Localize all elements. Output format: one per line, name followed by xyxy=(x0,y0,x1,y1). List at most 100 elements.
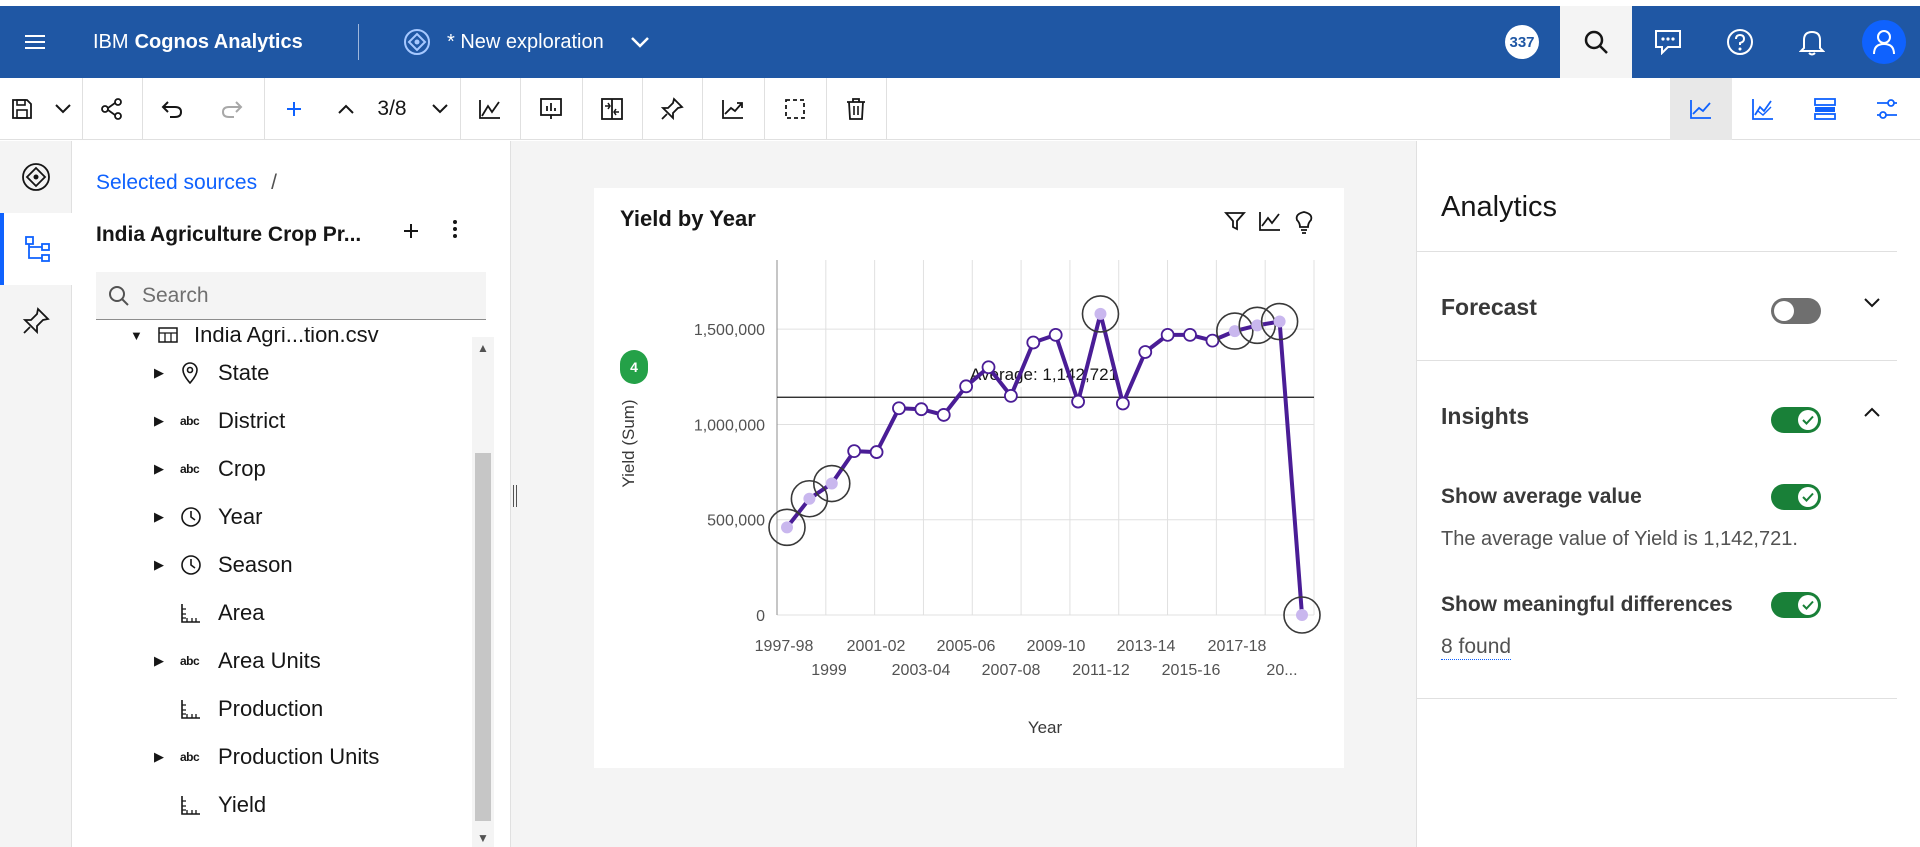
divider xyxy=(1417,251,1897,252)
measure-icon xyxy=(180,602,208,624)
next-card-button[interactable] xyxy=(420,78,460,140)
show-differences-toggle[interactable] xyxy=(1771,592,1821,618)
toggle-knob xyxy=(1798,410,1818,430)
breadcrumb-link-selected-sources[interactable]: Selected sources xyxy=(96,171,258,194)
tree-scrollbar[interactable]: ▲ ▼ xyxy=(472,337,494,847)
panel-resize-handle[interactable] xyxy=(513,485,517,507)
delete-button[interactable] xyxy=(826,78,886,140)
tree-field-yield[interactable]: Yield xyxy=(72,783,472,827)
data-point xyxy=(1183,327,1197,342)
notifications-button[interactable] xyxy=(1776,6,1848,78)
redo-button[interactable] xyxy=(202,78,262,140)
data-source-panel: Selected sources / India Agriculture Crop… xyxy=(72,141,510,847)
add-card-button[interactable] xyxy=(264,78,324,140)
compare-button[interactable] xyxy=(582,78,642,140)
rail-exploration-button[interactable] xyxy=(0,141,72,213)
insights-section-title: Insights xyxy=(1441,403,1530,429)
user-profile-button[interactable] xyxy=(1848,6,1920,78)
insights-bulb-button[interactable] xyxy=(1294,210,1314,239)
app-brand[interactable]: IBM Cognos Analytics xyxy=(93,6,303,78)
source-overflow-menu-button[interactable] xyxy=(452,219,458,245)
presentation-button[interactable] xyxy=(520,78,582,140)
search-input[interactable] xyxy=(142,283,442,308)
forecast-toggle[interactable] xyxy=(1771,298,1821,324)
insights-toggle[interactable] xyxy=(1771,407,1821,433)
trend-button[interactable] xyxy=(702,78,764,140)
y-tick-label: 0 xyxy=(756,608,765,625)
data-point xyxy=(1048,327,1063,342)
rail-pins-button[interactable] xyxy=(0,285,72,357)
scroll-thumb[interactable] xyxy=(475,453,491,821)
exploration-switcher[interactable]: * New exploration xyxy=(403,6,650,78)
visualization-card[interactable]: 0 500,000 1,000,000 1,500,000 1997-98 2001-02… xyxy=(594,188,1344,768)
visualization-type-button[interactable] xyxy=(460,78,520,140)
pin-button[interactable] xyxy=(642,78,702,140)
data-point xyxy=(892,401,906,416)
properties-panel-button[interactable] xyxy=(1856,78,1918,140)
undo-button[interactable] xyxy=(142,78,202,140)
forecast-expand-button[interactable] xyxy=(1863,293,1881,314)
rail-data-tree-button[interactable] xyxy=(0,213,72,285)
card-title: Yield by Year xyxy=(620,206,756,231)
x-tick-label: 2005-06 xyxy=(937,638,996,655)
hamburger-menu-button[interactable] xyxy=(0,6,72,78)
tree-field-state[interactable]: ▶ State xyxy=(72,351,472,395)
scroll-down-icon[interactable]: ▼ xyxy=(477,831,489,845)
caret-right-icon[interactable]: ▶ xyxy=(154,365,164,380)
help-button[interactable] xyxy=(1704,6,1776,78)
data-point xyxy=(1160,327,1175,342)
add-source-button[interactable] xyxy=(402,219,420,247)
insights-collapse-button[interactable] xyxy=(1863,402,1881,423)
caret-right-icon[interactable]: ▶ xyxy=(154,653,164,668)
tree-table-node[interactable]: ▼ India Agri...tion.csv xyxy=(72,327,472,357)
tree-field-area-units[interactable]: ▶ abc Area Units xyxy=(72,639,472,683)
select-area-button[interactable] xyxy=(764,78,826,140)
data-point xyxy=(1296,609,1308,621)
data-point xyxy=(1094,307,1107,320)
save-button[interactable] xyxy=(0,78,44,140)
tree-field-season[interactable]: ▶ Season xyxy=(72,543,472,587)
tree-field-label: Crop xyxy=(218,456,266,481)
chat-button[interactable] xyxy=(1632,6,1704,78)
previous-card-button[interactable] xyxy=(326,78,366,140)
toolbar-divider xyxy=(764,78,765,140)
global-search-button[interactable] xyxy=(1560,6,1632,78)
insight-count-badge[interactable]: 4 xyxy=(620,350,648,384)
tree-field-year[interactable]: ▶ Year xyxy=(72,495,472,539)
data-point xyxy=(1251,319,1264,332)
tree-field-production-units[interactable]: ▶ abc Production Units xyxy=(72,735,472,779)
data-point xyxy=(803,492,816,505)
y-tick-label: 1,500,000 xyxy=(694,322,765,339)
header-divider xyxy=(358,24,359,60)
chart-options-button[interactable] xyxy=(1258,210,1282,239)
caret-right-icon[interactable]: ▶ xyxy=(154,413,164,428)
trend-chart-icon xyxy=(722,100,743,119)
differences-found-link[interactable]: 8 found xyxy=(1441,635,1512,660)
caret-right-icon[interactable]: ▶ xyxy=(154,557,164,572)
share-icon xyxy=(101,98,122,120)
caret-right-icon[interactable]: ▶ xyxy=(154,509,164,524)
bell-icon xyxy=(1799,30,1825,56)
analytics-panel-button[interactable] xyxy=(1670,78,1732,140)
tree-field-district[interactable]: ▶ abc District xyxy=(72,399,472,443)
filter-button[interactable] xyxy=(1224,210,1246,239)
scroll-up-icon[interactable]: ▲ xyxy=(477,341,489,355)
tree-field-crop[interactable]: ▶ abc Crop xyxy=(72,447,472,491)
tree-field-production[interactable]: Production xyxy=(72,687,472,731)
caret-right-icon[interactable]: ▶ xyxy=(154,461,164,476)
insights-panel-button[interactable] xyxy=(1732,78,1794,140)
tree-field-area[interactable]: Area xyxy=(72,591,472,635)
checkmark-icon xyxy=(1802,415,1814,425)
clock-icon xyxy=(180,554,208,576)
show-average-toggle[interactable] xyxy=(1771,484,1821,510)
caret-right-icon[interactable]: ▶ xyxy=(154,749,164,764)
caret-down-icon[interactable]: ▼ xyxy=(130,327,143,343)
data-point xyxy=(1138,345,1153,359)
data-point xyxy=(825,477,838,490)
fields-panel-button[interactable] xyxy=(1794,78,1856,140)
notifications-count-button[interactable]: 337 xyxy=(1486,6,1558,78)
share-button[interactable] xyxy=(82,78,142,140)
save-options-button[interactable] xyxy=(44,78,82,140)
data-point xyxy=(936,408,951,422)
data-point xyxy=(959,379,974,394)
